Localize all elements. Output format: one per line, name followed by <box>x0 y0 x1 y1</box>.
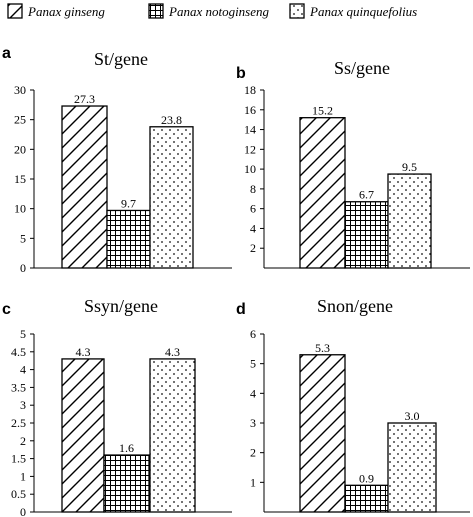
data-label: 15.2 <box>312 104 333 118</box>
y-tick-label: 0.5 <box>11 487 26 501</box>
y-tick-label: 1 <box>250 475 256 489</box>
data-label: 3.0 <box>405 409 420 423</box>
chart-title: Ssyn/gene <box>84 296 158 316</box>
y-tick-label: 1.5 <box>11 452 26 466</box>
chart-title: Ss/gene <box>334 58 390 78</box>
legend-label: Panax ginseng <box>27 4 105 19</box>
legend-label: Panax quinquefolius <box>309 4 417 19</box>
y-tick-label: 3 <box>250 416 256 430</box>
y-tick-label: 10 <box>14 202 26 216</box>
y-tick-label: 15 <box>14 172 26 186</box>
y-tick-label: 16 <box>244 103 256 117</box>
bar-1 <box>299 354 346 513</box>
bar-3 <box>149 126 194 269</box>
y-tick-label: 5 <box>20 231 26 245</box>
y-tick-label: 0 <box>20 505 26 517</box>
chart-panel-d: d Snon/gene 1 2 3 4 5 6 5.3 0.9 3.0 <box>236 296 470 513</box>
panel-letter: c <box>2 301 11 318</box>
data-label: 4.3 <box>76 345 91 359</box>
data-label: 0.9 <box>359 471 374 485</box>
bar-3 <box>387 173 432 269</box>
y-tick-label: 2 <box>20 434 26 448</box>
data-label: 23.8 <box>161 113 182 127</box>
y-tick-label: 10 <box>244 162 256 176</box>
chart-panel-c: c Ssyn/gene 0 0.5 1 1.5 2 2.5 3 3.5 4 4.5 5 4.3 1.6 4.3 <box>2 296 232 517</box>
chart-panel-b: b Ss/gene 2 4 6 8 10 12 14 16 18 15.2 6.7 9.5 <box>236 58 470 269</box>
y-tick-label: 14 <box>244 123 256 137</box>
chart-title: St/gene <box>94 49 148 69</box>
y-tick-label: 4 <box>20 363 26 377</box>
legend-item: Panax ginseng <box>7 3 105 19</box>
legend-swatch <box>7 3 23 19</box>
y-tick-label: 0 <box>20 261 26 275</box>
legend: Panax ginseng Panax notoginseng Panax quin… <box>7 3 417 19</box>
y-tick-label: 6 <box>250 202 256 216</box>
bar-1 <box>61 105 108 269</box>
y-tick-label: 25 <box>14 113 26 127</box>
panel-letter: b <box>236 65 246 82</box>
y-tick-label: 2 <box>250 446 256 460</box>
y-tick-label: 2 <box>250 241 256 255</box>
y-tick-label: 20 <box>14 142 26 156</box>
bar-2 <box>103 454 150 513</box>
data-label: 9.7 <box>121 196 136 210</box>
y-tick-label: 8 <box>250 182 256 196</box>
y-tick-label: 4 <box>250 221 256 235</box>
y-tick-label: 1 <box>20 469 26 483</box>
y-tick-label: 5 <box>250 357 256 371</box>
legend-label: Panax notoginseng <box>168 4 270 19</box>
y-tick-label: 3 <box>20 398 26 412</box>
data-label: 4.3 <box>165 345 180 359</box>
bar-3 <box>387 422 437 513</box>
data-label: 27.3 <box>74 92 95 106</box>
bar-2 <box>344 201 389 269</box>
y-tick-label: 4 <box>250 386 256 400</box>
y-tick-label: 12 <box>244 142 256 156</box>
y-tick-label: 5 <box>20 327 26 341</box>
panel-letter: a <box>2 45 11 62</box>
chart-title: Snon/gene <box>317 296 393 316</box>
legend-item: Panax notoginseng <box>148 3 270 19</box>
y-tick-label: 18 <box>244 83 256 97</box>
legend-item: Panax quinquefolius <box>289 3 417 19</box>
chart-panel-a: a St/gene 0 5 10 15 20 25 30 27.3 9.7 23.8 <box>2 45 232 275</box>
y-tick-label: 6 <box>250 327 256 341</box>
bar-2 <box>106 209 151 269</box>
bar-3 <box>149 358 196 513</box>
bar-1 <box>61 358 105 513</box>
legend-swatch <box>289 3 305 19</box>
data-label: 6.7 <box>359 188 374 202</box>
y-tick-label: 4.5 <box>11 345 26 359</box>
bar-1 <box>299 117 346 269</box>
data-label: 5.3 <box>315 341 330 355</box>
legend-swatch <box>148 3 164 19</box>
y-tick-label: 3.5 <box>11 380 26 394</box>
data-label: 1.6 <box>119 441 134 455</box>
y-tick-label: 30 <box>14 83 26 97</box>
panel-letter: d <box>236 301 246 318</box>
bar-2 <box>344 484 389 513</box>
y-tick-label: 2.5 <box>11 416 26 430</box>
data-label: 9.5 <box>402 160 417 174</box>
